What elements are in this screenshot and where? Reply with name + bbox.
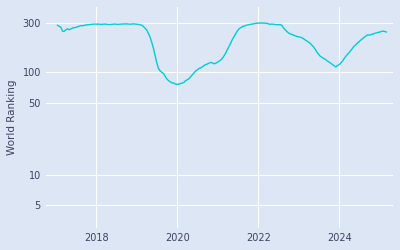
- Y-axis label: World Ranking: World Ranking: [7, 80, 17, 155]
